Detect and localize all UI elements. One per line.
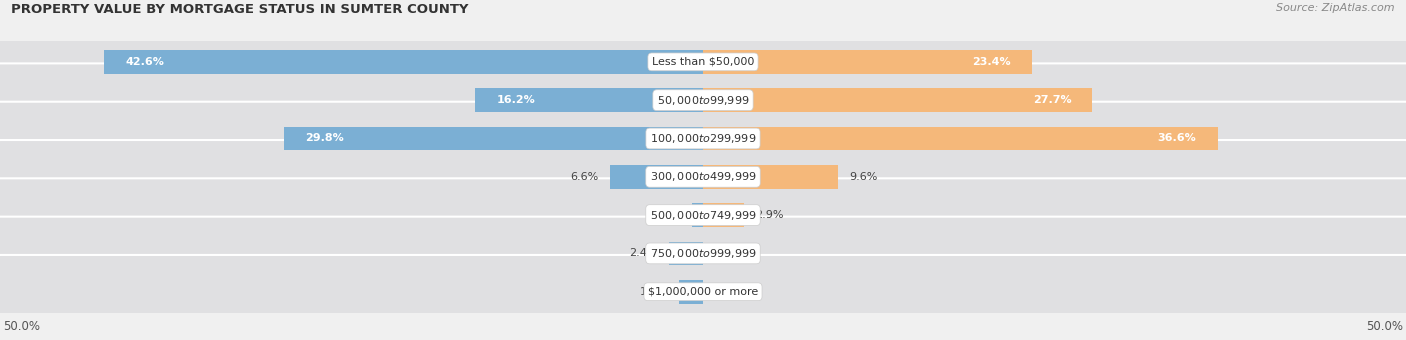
Text: 36.6%: 36.6% — [1157, 134, 1197, 143]
Text: 23.4%: 23.4% — [973, 57, 1011, 67]
Bar — [610, 165, 703, 189]
Bar — [703, 50, 1032, 74]
Text: $50,000 to $99,999: $50,000 to $99,999 — [657, 94, 749, 107]
Bar — [475, 88, 703, 112]
Text: 27.7%: 27.7% — [1033, 95, 1071, 105]
Text: 0.78%: 0.78% — [645, 210, 681, 220]
Text: 29.8%: 29.8% — [305, 134, 344, 143]
FancyBboxPatch shape — [0, 63, 1406, 137]
FancyBboxPatch shape — [0, 178, 1406, 252]
Text: Source: ZipAtlas.com: Source: ZipAtlas.com — [1277, 3, 1395, 13]
Text: $750,000 to $999,999: $750,000 to $999,999 — [650, 247, 756, 260]
Text: 0.0%: 0.0% — [714, 287, 742, 297]
Text: 50.0%: 50.0% — [1367, 320, 1403, 333]
FancyBboxPatch shape — [0, 140, 1406, 214]
Text: 50.0%: 50.0% — [3, 320, 39, 333]
Text: 42.6%: 42.6% — [125, 57, 165, 67]
Text: $500,000 to $749,999: $500,000 to $749,999 — [650, 209, 756, 222]
Text: PROPERTY VALUE BY MORTGAGE STATUS IN SUMTER COUNTY: PROPERTY VALUE BY MORTGAGE STATUS IN SUM… — [11, 3, 468, 16]
FancyBboxPatch shape — [0, 102, 1406, 175]
Text: 2.9%: 2.9% — [755, 210, 783, 220]
Text: $1,000,000 or more: $1,000,000 or more — [648, 287, 758, 297]
Text: $300,000 to $499,999: $300,000 to $499,999 — [650, 170, 756, 183]
Text: 1.7%: 1.7% — [640, 287, 668, 297]
Bar — [703, 88, 1092, 112]
Bar — [284, 126, 703, 150]
Bar — [104, 50, 703, 74]
Text: 2.4%: 2.4% — [630, 249, 658, 258]
FancyBboxPatch shape — [0, 25, 1406, 99]
Text: 6.6%: 6.6% — [571, 172, 599, 182]
Bar — [692, 203, 703, 227]
Bar — [703, 165, 838, 189]
Bar — [703, 126, 1218, 150]
Bar — [679, 280, 703, 304]
Bar — [669, 241, 703, 265]
Bar — [703, 203, 744, 227]
FancyBboxPatch shape — [0, 217, 1406, 290]
Text: Less than $50,000: Less than $50,000 — [652, 57, 754, 67]
Text: 0.0%: 0.0% — [714, 249, 742, 258]
FancyBboxPatch shape — [0, 255, 1406, 328]
Text: 16.2%: 16.2% — [496, 95, 536, 105]
Text: 9.6%: 9.6% — [849, 172, 877, 182]
Text: $100,000 to $299,999: $100,000 to $299,999 — [650, 132, 756, 145]
